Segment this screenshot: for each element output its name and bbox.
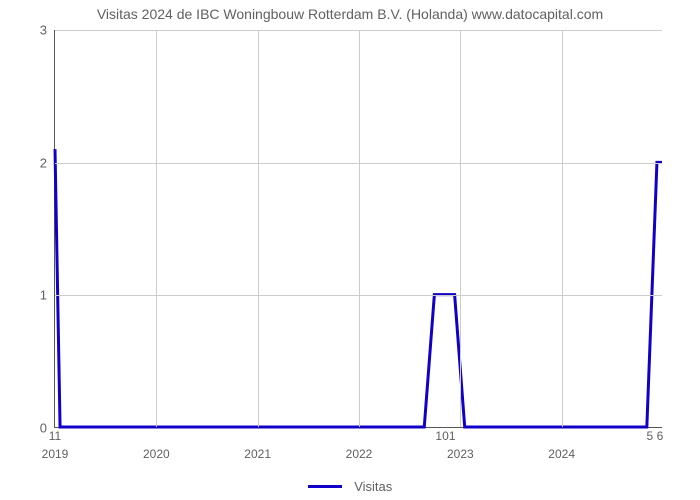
- y-tick-label: 1: [40, 288, 55, 303]
- gridline-vertical: [562, 30, 563, 427]
- legend-label: Visitas: [354, 479, 392, 494]
- chart-title: Visitas 2024 de IBC Woningbouw Rotterdam…: [0, 6, 700, 22]
- legend: Visitas: [0, 478, 700, 496]
- x-tick-label: 2021: [244, 427, 271, 461]
- gridline-vertical: [156, 30, 157, 427]
- chart-container: Visitas 2024 de IBC Woningbouw Rotterdam…: [0, 0, 700, 500]
- x-tick-label: 2022: [346, 427, 373, 461]
- x-tick-label: 2024: [548, 427, 575, 461]
- x-tick-label: 2019: [42, 427, 69, 461]
- data-point-annotation: 6: [657, 429, 664, 443]
- legend-swatch: [308, 485, 342, 488]
- x-tick-label: 2020: [143, 427, 170, 461]
- gridline-vertical: [359, 30, 360, 427]
- gridline-vertical: [258, 30, 259, 427]
- y-tick-label: 3: [40, 23, 55, 38]
- gridline-vertical: [460, 30, 461, 427]
- data-point-annotation: 5: [646, 429, 653, 443]
- y-tick-label: 2: [40, 155, 55, 170]
- plot-area: 1110156 0123201920202021202220232024: [54, 30, 662, 428]
- x-tick-label: 2023: [447, 427, 474, 461]
